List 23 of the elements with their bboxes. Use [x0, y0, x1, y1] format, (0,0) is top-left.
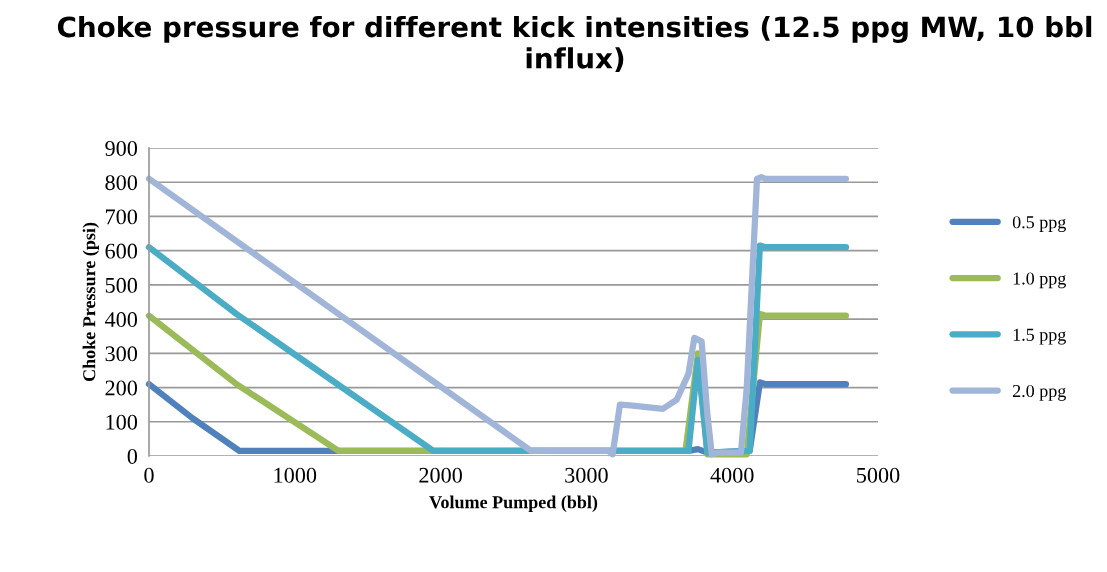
x-tick-label: 0 [144, 467, 154, 483]
y-tick-label: 200 [105, 380, 138, 396]
x-axis-title: Volume Pumped (bbl) [429, 495, 598, 512]
x-tick-label: 3000 [565, 467, 608, 483]
legend-label: 1.0 ppg [1013, 272, 1066, 289]
y-tick-label: 0 [127, 448, 138, 464]
x-tick-label: 4000 [710, 467, 754, 483]
y-axis-title: Choke Pressure (psi) [82, 222, 99, 382]
x-tick-label: 2000 [419, 467, 462, 483]
chart-title: Choke pressure for different kick intensities (12.5 ppg MW, 10 bbl influx) [57, 15, 1092, 72]
x-tick-label: 5000 [857, 467, 900, 483]
y-tick-label: 700 [106, 209, 138, 225]
y-tick-label: 300 [105, 346, 138, 362]
y-tick-label: 100 [106, 414, 138, 430]
y-tick-label: 500 [105, 277, 138, 293]
x-tick-label: 1000 [274, 467, 317, 483]
y-tick-label: 400 [104, 312, 138, 328]
y-tick-label: 900 [105, 140, 138, 156]
legend-label: 0.5 ppg [1012, 216, 1066, 233]
y-tick-label: 800 [105, 175, 138, 191]
legend-label: 2.0 ppg [1012, 384, 1066, 401]
legend-label: 1.5 ppg [1013, 328, 1066, 345]
y-tick-label: 600 [105, 243, 138, 259]
